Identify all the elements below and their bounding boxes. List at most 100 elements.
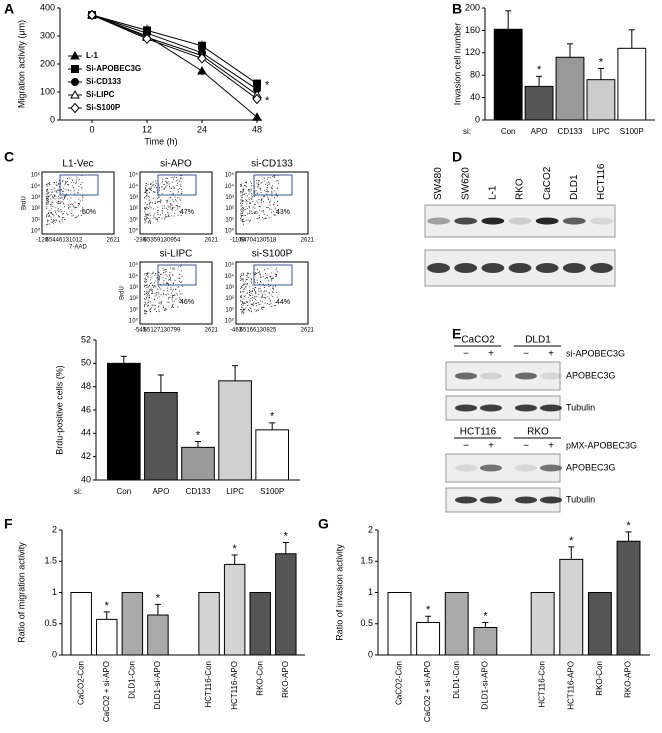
flow-dot [261, 182, 263, 184]
flow-dot [154, 295, 156, 297]
flow-dot [150, 207, 152, 209]
flow-dot [68, 208, 70, 210]
flow-dot [145, 190, 147, 192]
flow-dot [161, 192, 163, 194]
flow-dot [155, 218, 157, 220]
flow-dot [158, 275, 160, 277]
flow-dot [168, 296, 170, 298]
flow-dot [272, 277, 274, 279]
flow-dot [146, 192, 148, 194]
flow-dot [62, 179, 64, 181]
lane-label: SW480 [433, 167, 444, 200]
flow-dot [242, 280, 244, 282]
flow-dot [158, 286, 160, 287]
flow-dot [256, 296, 258, 298]
x-tick-label: RKO-Con [595, 661, 604, 696]
flow-dot [73, 214, 75, 216]
flow-dot [241, 195, 243, 197]
flow-dot [257, 302, 259, 303]
flow-dot [152, 197, 154, 199]
flow-dot [257, 309, 259, 311]
flow-dot [263, 201, 264, 203]
flow-dot [251, 199, 253, 201]
flow-dot [257, 180, 259, 181]
flow-dot [181, 275, 183, 277]
flow-dot [53, 219, 55, 221]
flow-dot [267, 277, 268, 279]
flow-dot [252, 284, 254, 286]
flow-dot [145, 187, 146, 189]
flow-dot [262, 217, 263, 219]
flow-x-tick: 2621 [301, 238, 315, 244]
flow-dot [54, 195, 56, 196]
flow-dot [276, 267, 278, 269]
flow-dot [260, 199, 262, 201]
flow-dot [257, 192, 259, 194]
flow-dot [170, 277, 172, 279]
flow-dot [241, 275, 243, 276]
flow-dot [259, 209, 261, 211]
y-tick-label: 40 [81, 474, 91, 484]
flow-dot [263, 195, 265, 197]
flow-dot [82, 211, 84, 213]
x-tick-label: HCT116-APO [230, 661, 239, 710]
flow-dot [242, 219, 244, 221]
flow-dot [81, 186, 83, 188]
bar [493, 28, 523, 121]
flow-dot [152, 217, 154, 219]
flow-dot [270, 306, 272, 307]
flow-dot [48, 214, 50, 216]
flow-dot [150, 222, 152, 224]
flow-dot [71, 182, 72, 184]
flow-dot [241, 287, 242, 289]
flow-dot [145, 285, 147, 286]
flow-dot [267, 196, 269, 198]
flow-dot [144, 298, 146, 300]
x-tick-label: RKO-Con [255, 661, 264, 696]
marker [197, 65, 207, 75]
x-tick-label: 12 [142, 124, 152, 134]
flow-dot [275, 305, 276, 307]
flow-y-tick: 10¹ [129, 217, 138, 223]
sign-label: + [488, 349, 494, 360]
flow-dot [251, 185, 253, 187]
flow-dot [254, 308, 256, 310]
row-label: Tubulin [566, 494, 595, 504]
y-tick-label: 200 [40, 58, 55, 68]
flow-dot [47, 195, 49, 197]
flow-dot [158, 217, 160, 219]
flow-dot [53, 194, 55, 196]
flow-dot [276, 180, 278, 182]
flow-dot [163, 280, 165, 281]
flow-dot [169, 278, 171, 280]
blot-band [480, 372, 502, 380]
flow-dot [146, 284, 148, 286]
flow-dot [240, 309, 241, 311]
flow-dot [250, 198, 252, 200]
flow-dot [177, 189, 179, 191]
flow-dot [273, 175, 275, 177]
flow-y-tick: 10⁵ [129, 172, 139, 179]
flow-y-tick: 10³ [129, 285, 138, 291]
flow-dot [179, 301, 181, 303]
flow-dot [261, 293, 263, 295]
flow-dot [173, 178, 174, 180]
flow-dot [241, 279, 243, 281]
flow-dot [241, 200, 243, 202]
flow-dot [276, 187, 278, 189]
flow-dot [272, 292, 274, 294]
flow-dot [268, 292, 270, 294]
flow-dot [154, 292, 156, 294]
flow-dot [255, 309, 257, 311]
flow-dot [75, 183, 77, 185]
flow-dot [245, 205, 247, 207]
flow-dot [269, 300, 271, 302]
flow-dot [240, 215, 242, 217]
flow-dot [255, 292, 256, 294]
flow-dot [78, 185, 80, 187]
flow-gate [253, 264, 293, 286]
flow-dot [269, 276, 271, 278]
flow-dot [172, 208, 174, 210]
flow-dot [168, 215, 169, 217]
y-tick-label: 46 [81, 404, 91, 414]
